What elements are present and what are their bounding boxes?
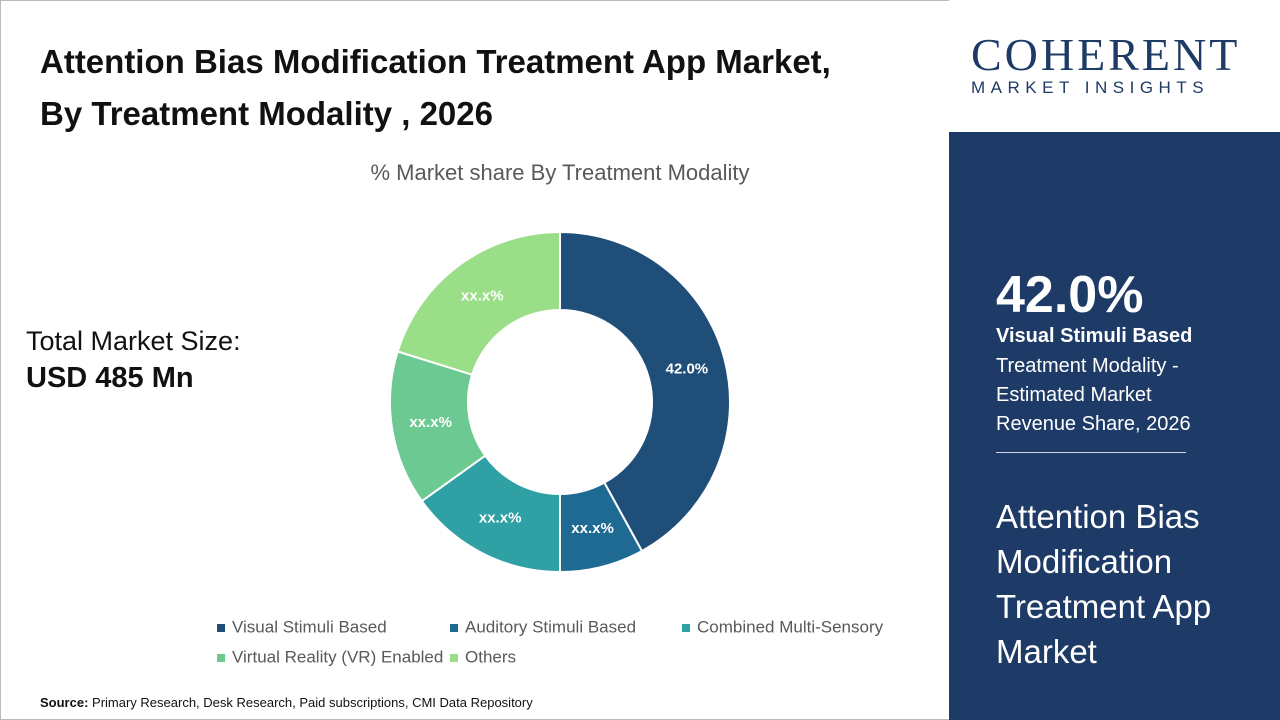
stat-text: Treatment Modality - Estimated Market Re… [996, 355, 1191, 435]
legend-marker [450, 624, 458, 632]
slice [396, 230, 561, 376]
side-panel: COHERENT MARKET INSIGHTS 42.0% Visual St… [949, 0, 1280, 720]
logo-name: COHERENT [971, 29, 1241, 80]
legend-marker [450, 654, 458, 662]
source-text: Primary Research, Desk Research, Paid su… [92, 695, 533, 710]
data-label: xx.x% [479, 510, 522, 527]
legend-label: Combined Multi-Sensory [697, 617, 884, 636]
divider [996, 452, 1186, 453]
stat: 42.0% [996, 266, 1144, 324]
legend-marker [217, 624, 225, 632]
chart: % Market share By Treatment Modality 42.… [217, 160, 884, 666]
legend-label: Auditory Stimuli Based [465, 617, 636, 636]
legend-marker [682, 624, 690, 632]
market-name: Attention Bias Modification Treatment Ap… [996, 498, 1212, 670]
chart-title: Attention Bias Modification Treatment Ap… [40, 43, 831, 132]
stat-segment: Visual Stimuli Based [996, 325, 1193, 347]
data-label: xx.x% [461, 287, 504, 304]
source: Source: Primary Research, Desk Research,… [40, 695, 533, 710]
legend-label: Others [465, 647, 516, 666]
legend-label: Visual Stimuli Based [232, 617, 387, 636]
logo: COHERENT MARKET INSIGHTS [949, 0, 1280, 132]
chart-subtitle: % Market share By Treatment Modality [370, 160, 749, 185]
legend-label: Virtual Reality (VR) Enabled [232, 647, 443, 666]
source-label: Source: [40, 695, 89, 710]
legend-marker [217, 654, 225, 662]
logo-tagline: MARKET INSIGHTS [971, 78, 1210, 97]
data-label: xx.x% [409, 414, 452, 431]
data-label: xx.x% [571, 520, 614, 537]
slice [559, 230, 731, 553]
market-size-value: USD 485 Mn [26, 362, 194, 394]
data-label: 42.0% [666, 360, 709, 377]
market-size-label: Total Market Size: [26, 326, 241, 356]
